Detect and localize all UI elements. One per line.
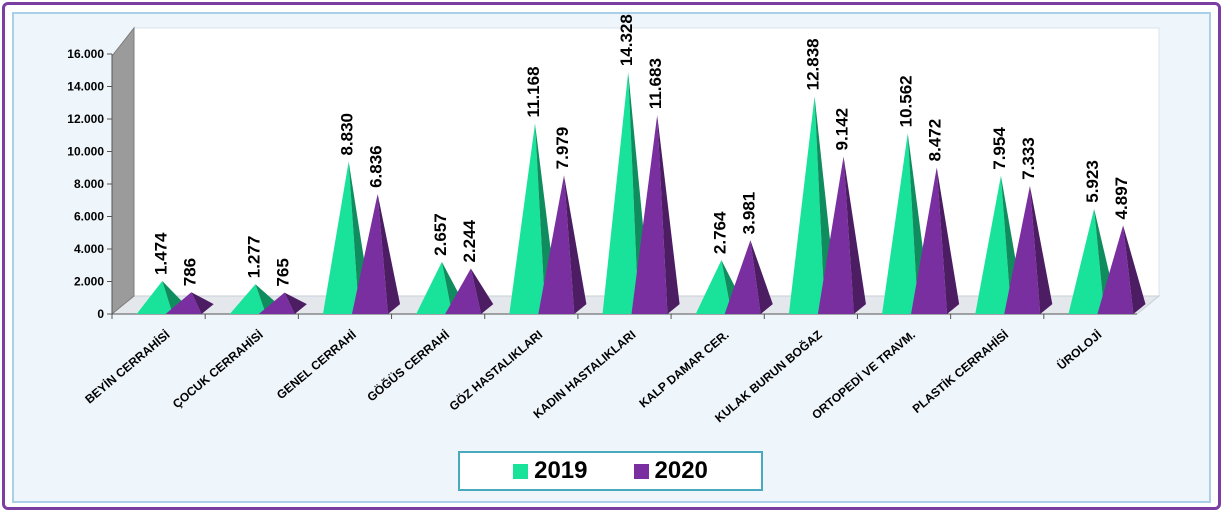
pyramid-2019-front xyxy=(882,133,919,314)
pyramid-2019-front xyxy=(695,260,732,314)
pyramid-2020-side xyxy=(191,292,214,314)
value-label-2019: 7.954 xyxy=(990,127,1009,170)
value-label-2020: 4.897 xyxy=(1112,177,1131,220)
value-label-2019: 1.474 xyxy=(151,232,170,275)
value-label-2019: 10.562 xyxy=(897,75,916,127)
value-label-2019: 12.838 xyxy=(804,38,823,90)
value-label-2020: 765 xyxy=(273,258,292,286)
pyramid-2020-front xyxy=(351,193,388,314)
pyramid-2020-front xyxy=(165,292,202,314)
value-label-2019: 11.168 xyxy=(524,66,543,117)
y-tick-label: 10.000 xyxy=(67,145,104,159)
value-label-2020: 6.836 xyxy=(367,145,386,188)
pyramid-2020-front xyxy=(1004,185,1041,314)
value-label-2019: 5.923 xyxy=(1083,160,1102,203)
y-tick-label: 4.000 xyxy=(74,242,104,256)
value-label-2020: 8.472 xyxy=(926,119,945,162)
side-wall xyxy=(111,26,135,316)
legend-item-2019: 2019 xyxy=(513,457,588,485)
y-tick-label: 8.000 xyxy=(74,177,104,191)
pyramid-2020-side xyxy=(936,167,960,314)
value-label-2019: 1.277 xyxy=(244,236,263,279)
x-tick-label: ÇOCUK CERRAHİSİ xyxy=(169,327,265,411)
pyramid-2020-front xyxy=(538,175,575,314)
pyramid-2019-front xyxy=(602,72,639,314)
pyramid-2020-front xyxy=(258,292,295,314)
pyramid-2019-front xyxy=(416,261,453,314)
pyramid-2019-front xyxy=(322,161,359,314)
y-tick-label: 2.000 xyxy=(74,275,104,289)
value-label-2020: 7.979 xyxy=(553,127,572,170)
value-label-2019: 2.657 xyxy=(431,213,450,256)
pyramid-2019-front xyxy=(788,96,825,314)
value-label-2020: 786 xyxy=(180,258,199,286)
y-tick-label: 14.000 xyxy=(67,80,104,94)
pyramid-2020-side xyxy=(843,156,866,314)
y-tick-label: 16.000 xyxy=(67,47,104,61)
pyramid-2020-front xyxy=(817,156,854,314)
x-tick-label: ORTOPEDİ VE TRAVM. xyxy=(809,327,918,422)
pyramid-2020-side xyxy=(377,193,401,314)
pyramid-2020-front xyxy=(1097,225,1134,314)
value-label-2020: 7.333 xyxy=(1019,137,1038,180)
legend-label-2019: 2019 xyxy=(534,457,588,484)
y-tick-label: 6.000 xyxy=(74,210,104,224)
pyramid-2020-front xyxy=(631,115,668,315)
x-tick-label: BEYİN CERRAHİSİ xyxy=(82,327,173,407)
x-tick-label: KULAK BURUN BOĞAZ xyxy=(711,327,824,425)
pyramid-2020-side xyxy=(750,240,773,314)
y-tick-label: 12.000 xyxy=(67,112,104,126)
pyramid-2019-front xyxy=(975,175,1012,314)
pyramid-2019-front xyxy=(509,123,546,315)
pyramid-2020-front xyxy=(445,268,482,314)
value-label-2019: 8.830 xyxy=(338,113,357,156)
legend-item-2020: 2020 xyxy=(633,457,708,485)
value-label-2020: 2.244 xyxy=(460,219,479,262)
y-tick-label: 0 xyxy=(97,307,104,321)
pyramid-2020-side xyxy=(284,292,307,314)
pyramid-2020-side xyxy=(657,115,680,315)
x-tick-label: KADIN HASTALIKLARI xyxy=(531,328,639,422)
value-label-2020: 11.683 xyxy=(646,58,665,109)
x-tick-label: PLASTİK CERRAHİSİ xyxy=(909,327,1011,416)
value-label-2019: 2.764 xyxy=(710,211,729,254)
pyramid-2020-front xyxy=(724,240,761,314)
pyramid-2019-front xyxy=(1068,208,1105,314)
legend: 2019 2020 xyxy=(458,451,763,491)
pyramid-2019-front xyxy=(229,284,266,314)
legend-swatch-2020 xyxy=(633,463,649,479)
pyramid-2020-front xyxy=(911,167,948,314)
legend-swatch-2019 xyxy=(513,463,529,479)
x-tick-label: GÖĞÜS CERRAHİ xyxy=(364,327,452,404)
pyramid-2020-side xyxy=(1123,225,1146,314)
pyramid-2020-side xyxy=(564,175,587,314)
pyramid-2020-side xyxy=(1029,185,1053,314)
value-label-2020: 9.142 xyxy=(833,108,852,151)
x-tick-label: GÖZ HASTALIKLARI xyxy=(446,327,545,414)
value-label-2020: 3.981 xyxy=(739,192,758,235)
x-tick-label: ÜROLOJİ xyxy=(1054,327,1105,373)
x-tick-label: KALP DAMAR CER. xyxy=(636,328,731,411)
value-label-2019: 14.328 xyxy=(617,14,636,66)
x-tick-label: GENEL CERRAHİ xyxy=(273,327,359,402)
legend-label-2020: 2020 xyxy=(654,457,708,484)
pyramid-2020-side xyxy=(470,268,494,314)
pyramid-2019-front xyxy=(136,281,173,314)
